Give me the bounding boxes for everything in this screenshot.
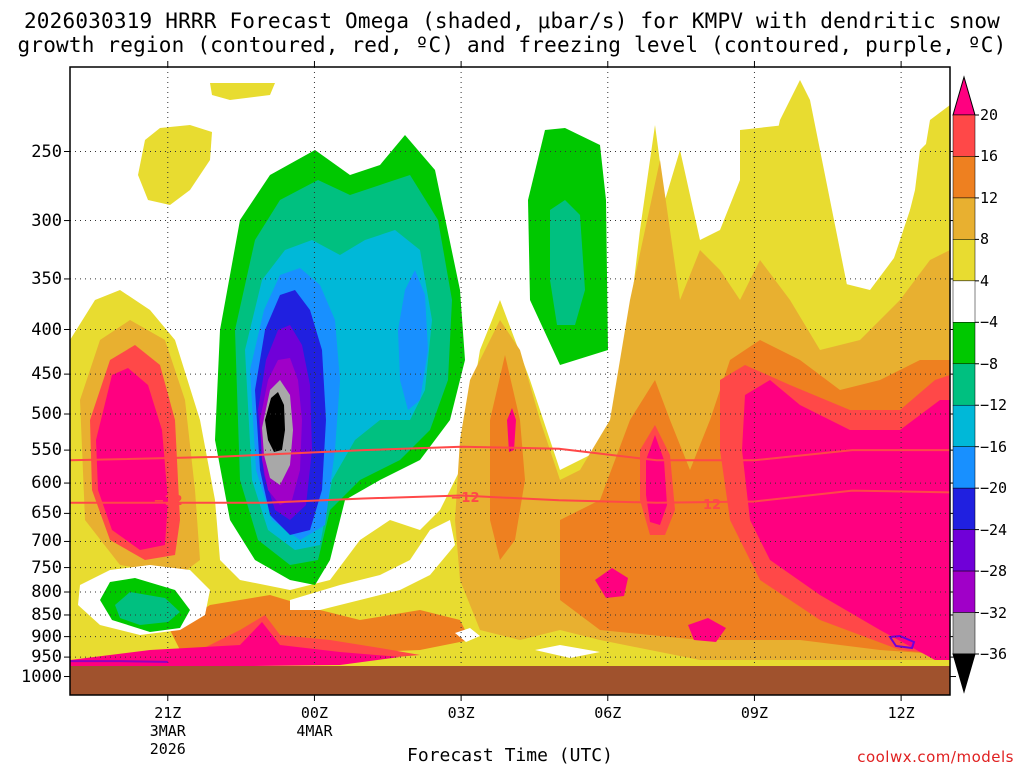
colorbar-bin: [952, 239, 976, 282]
colorbar-tick-label: 12: [980, 188, 999, 207]
colorbar-bin: [952, 156, 976, 199]
y-tick-label: 900: [31, 626, 62, 647]
y-tick-label: 350: [31, 268, 62, 289]
source-credit[interactable]: coolwx.com/models: [857, 748, 1014, 766]
colorbar-bin: [952, 75, 976, 116]
y-tick-label: 650: [31, 503, 62, 524]
shade-purple-low: [888, 634, 916, 650]
shade-yellow-top: [210, 83, 275, 100]
contour-dendritic-growth-lower: [70, 489, 950, 504]
colorbar-bin: [952, 653, 976, 694]
x-tick-label: 06Z: [594, 704, 622, 722]
colorbar-tick-label: 16: [980, 147, 999, 166]
x-tick-label: 00Z: [300, 704, 328, 722]
x-tick-label: 21Z: [154, 704, 182, 722]
x-tick-label: 12Z: [887, 704, 915, 722]
shade-blue-upper: [398, 270, 428, 410]
colorbar-bin: [952, 197, 976, 240]
colorbar-tick-label: −16: [980, 437, 1008, 456]
y-tick-label: 800: [31, 582, 62, 602]
colorbar-tick-label: 4: [980, 271, 990, 290]
shade-teal-low: [115, 592, 180, 625]
y-tick-label: 700: [31, 531, 62, 552]
shade-yellow-right-top: [740, 120, 950, 360]
y-tick-label: 300: [31, 210, 62, 231]
title-line-2: growth region (contoured, red, ºC) and f…: [17, 33, 1007, 57]
ground-surface: [70, 666, 950, 695]
x-tick-label: 4MAR: [296, 722, 333, 740]
colorbar-tick-label: −8: [980, 354, 999, 373]
colorbar-bin: [952, 487, 976, 530]
y-tick-label: 500: [31, 404, 62, 424]
colorbar-bin: [952, 322, 976, 365]
plot-frame: [69, 66, 951, 696]
contour-label: −12: [451, 491, 480, 506]
shade-white-dot2: [535, 645, 600, 658]
y-tick-label: 750: [31, 557, 62, 578]
shade-teal-upper: [550, 200, 585, 325]
shade-white-mid: [290, 520, 455, 610]
temperature-contours: −12 −12 12: [70, 445, 950, 663]
shade-black: [265, 392, 285, 452]
colorbar-tick-label: −32: [980, 603, 1008, 622]
y-tick-label: 850: [31, 604, 62, 625]
colorbar: [952, 75, 979, 694]
x-tick-label: 3MAR: [149, 722, 186, 740]
omega-shading: [70, 67, 950, 695]
shade-white-dot1: [455, 628, 480, 642]
y-tick-label: 1000: [21, 666, 62, 687]
y-tick-label: 950: [31, 647, 62, 668]
x-tick-label: 2026: [149, 740, 186, 758]
colorbar-tick-label: −28: [980, 562, 1008, 581]
y-tick-label: 250: [31, 141, 62, 162]
contour-freezing-level: [70, 660, 168, 663]
y-tick-label: 400: [31, 319, 62, 340]
contour-label: −12: [154, 494, 183, 509]
x-axis-title: Forecast Time (UTC): [407, 745, 613, 766]
contour-label: 12: [703, 498, 721, 513]
colorbar-tick-label: −4: [980, 313, 999, 332]
colorbar-tick-label: 20: [980, 106, 999, 124]
contour-dendritic-growth-upper: [70, 445, 950, 462]
colorbar-bin: [952, 280, 976, 323]
colorbar-tick-label: −36: [980, 645, 1008, 663]
title-line-1: 2026030319 HRRR Forecast Omega (shaded, …: [23, 9, 1001, 33]
colorbar-bin: [952, 363, 976, 406]
y-tick-label: 600: [31, 473, 62, 494]
colorbar-tick-label: −12: [980, 396, 1008, 415]
shade-magenta-low: [70, 622, 400, 668]
colorbar-bin: [952, 570, 976, 613]
colorbar-bin: [952, 404, 976, 447]
y-tick-label: 550: [31, 440, 62, 461]
colorbar-bin: [952, 446, 976, 489]
y-tick-label: 450: [31, 364, 62, 385]
x-tick-label: 03Z: [447, 704, 475, 722]
colorbar-tick-label: −24: [980, 520, 1008, 539]
shade-magenta-dot: [507, 408, 516, 452]
shade-magenta-blob2: [688, 618, 726, 642]
colorbar-bin: [952, 114, 976, 157]
colorbar-bin: [952, 529, 976, 572]
colorbar-tick-label: −20: [980, 479, 1008, 498]
shade-magenta-blob1: [595, 568, 628, 598]
colorbar-bin: [952, 612, 976, 655]
shade-orange: [490, 355, 525, 560]
colorbar-tick-label: 8: [980, 230, 990, 249]
shade-yellow-top-left: [138, 125, 212, 205]
x-tick-label: 09Z: [740, 704, 768, 722]
